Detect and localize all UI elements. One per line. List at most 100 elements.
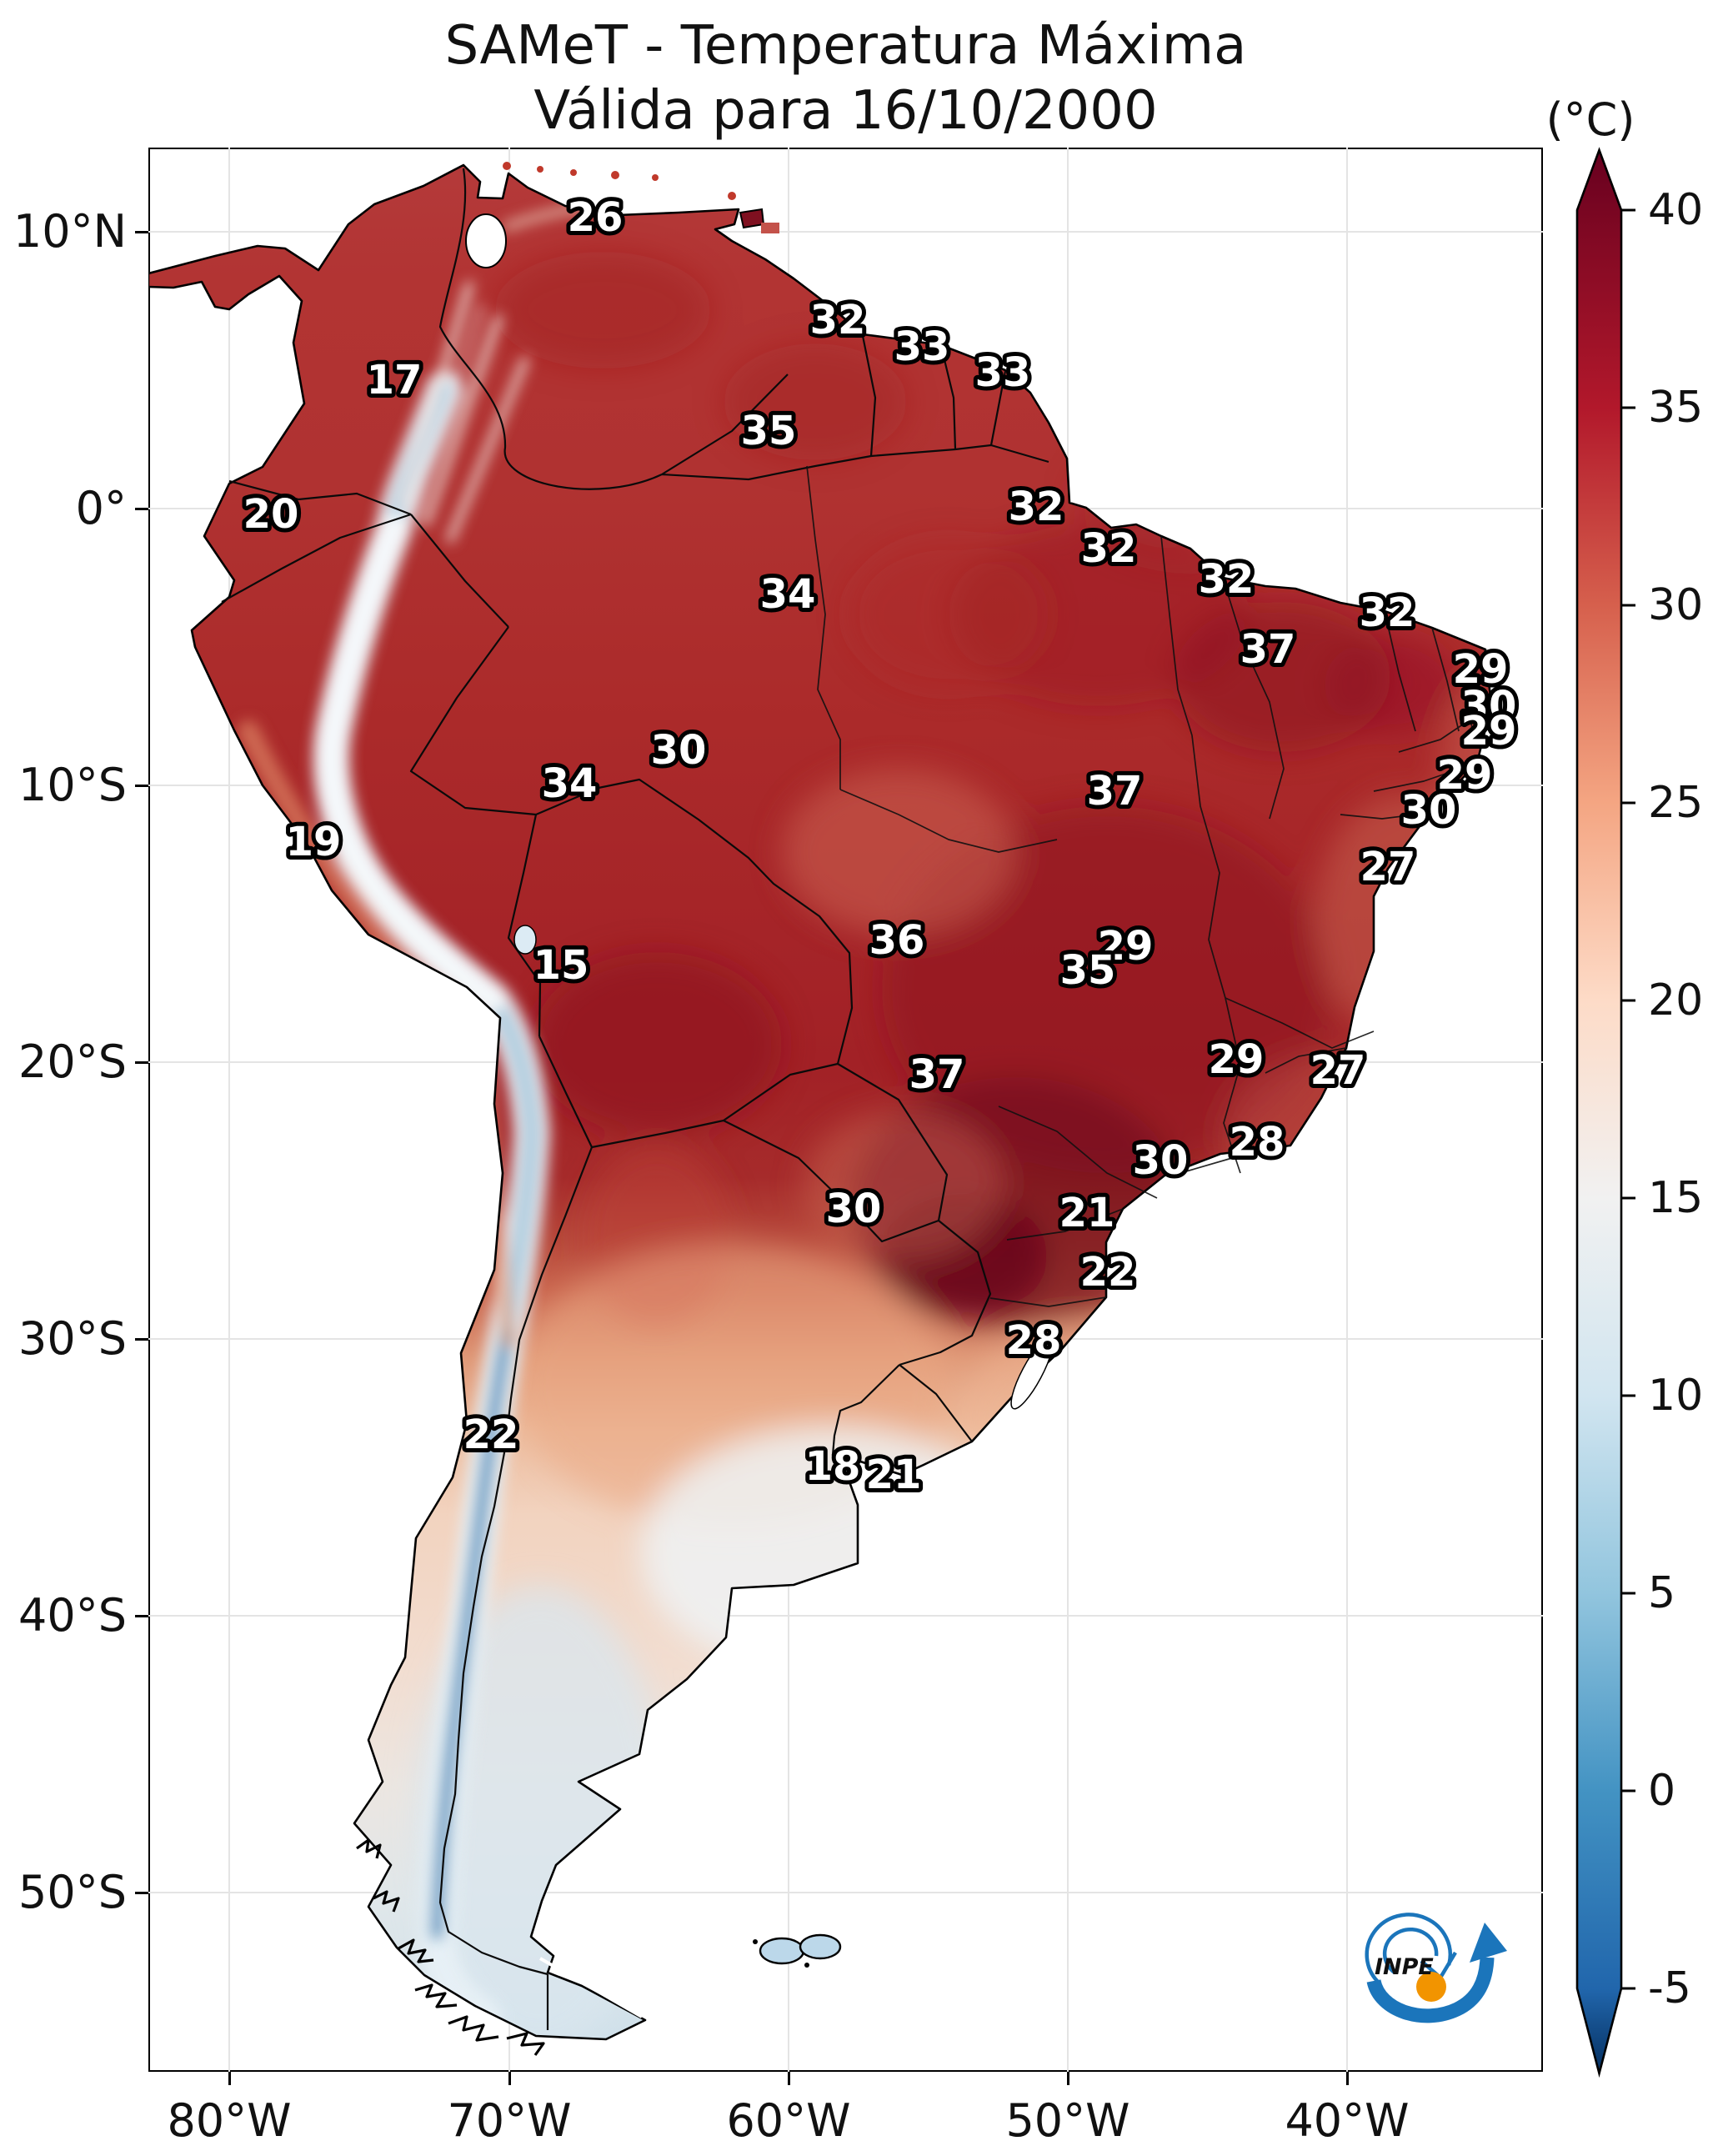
lon-tick-mark	[508, 2072, 511, 2085]
lat-tick-mark	[135, 1060, 148, 1064]
temp-value-label: 35	[741, 408, 797, 454]
colorbar-tick-label: 10	[1648, 1371, 1704, 1421]
colorbar-tick-label: -5	[1648, 1963, 1691, 2013]
lat-tick-label: 10°S	[18, 759, 127, 811]
temp-value-label: 37	[909, 1051, 965, 1098]
temp-value-label: 21	[1059, 1190, 1115, 1236]
lon-tick-mark	[1066, 2072, 1069, 2085]
temp-value-label: 17	[367, 357, 423, 404]
temp-value-label: 29	[1453, 646, 1509, 693]
temp-value-label: 30	[1401, 787, 1457, 834]
temp-value-label: 21	[866, 1452, 922, 1498]
colorbar-tick-label: 30	[1648, 580, 1704, 630]
temp-value-label: 32	[1360, 589, 1415, 636]
temp-value-label: 28	[1006, 1317, 1062, 1364]
colorbar-tick-label: 35	[1648, 383, 1704, 433]
temp-value-label: 30	[1133, 1137, 1189, 1184]
lat-tick-label: 30°S	[18, 1312, 127, 1365]
temp-value-label: 28	[1230, 1119, 1285, 1166]
trinidad-island	[739, 208, 765, 229]
lon-tick-mark	[228, 2072, 231, 2085]
temp-value-label: 36	[869, 917, 925, 964]
falkland-islands	[753, 1933, 842, 1968]
colorbar-gradient-bar	[1575, 147, 1623, 2078]
temp-value-label: 26	[568, 194, 624, 241]
temp-value-label: 20	[243, 491, 299, 538]
figure-title-line1: SAMeT - Temperatura Máxima	[444, 15, 1247, 77]
temp-value-label: 29	[1209, 1036, 1265, 1083]
water-and-islands	[288, 162, 1054, 2056]
temp-value-label: 35	[1060, 947, 1116, 994]
temp-value-label: 27	[1310, 1047, 1366, 1094]
temp-value-label: 30	[651, 727, 707, 774]
lake-titicaca	[513, 925, 537, 955]
temperature-colorbar	[1575, 147, 1635, 2078]
temp-value-label: 30	[1461, 683, 1517, 730]
lon-tick-mark	[787, 2072, 790, 2085]
temp-value-label: 32	[1009, 484, 1064, 530]
temp-value-label: 29	[1437, 752, 1493, 799]
lon-tick-label: 40°W	[1285, 2094, 1410, 2147]
temp-value-label: 32	[1081, 525, 1137, 572]
inpe-logo: INPE	[1365, 1913, 1507, 2023]
lat-tick-mark	[135, 1614, 148, 1617]
figure-title-line2: Válida para 16/10/2000	[533, 80, 1158, 143]
temp-value-label: 15	[533, 942, 589, 989]
temp-value-label: 33	[894, 323, 950, 370]
temp-value-label: 30	[826, 1186, 882, 1232]
lat-tick-label: 50°S	[18, 1866, 127, 1918]
temp-value-label: 27	[1360, 844, 1416, 890]
lat-tick-mark	[135, 1337, 148, 1341]
lon-tick-label: 80°W	[167, 2094, 292, 2147]
inpe-arrow-up-icon	[1470, 1923, 1507, 1963]
chilean-fjords-hatching	[356, 1838, 545, 2056]
tobago-patch	[761, 223, 779, 233]
inpe-swoosh	[1366, 1957, 1495, 2023]
temp-value-label: 19	[286, 819, 342, 865]
colorbar-tick-label: 15	[1648, 1173, 1704, 1223]
strait-of-magellan	[539, 1957, 643, 2018]
colorbar-tick-marks	[1621, 208, 1635, 1990]
temp-value-label: 37	[1087, 768, 1143, 815]
colorbar-unit-label: (°C)	[1545, 93, 1635, 146]
colorbar-tick-label: 20	[1648, 975, 1704, 1025]
lat-tick-mark	[135, 230, 148, 233]
temp-value-label: 22	[463, 1411, 519, 1458]
temp-value-label: 18	[805, 1443, 861, 1490]
colorbar-tick-label: 25	[1648, 778, 1704, 828]
lat-tick-label: 0°	[75, 482, 127, 534]
lon-tick-mark	[1345, 2072, 1349, 2085]
temp-value-label: 33	[975, 349, 1031, 396]
lon-tick-label: 50°W	[1005, 2094, 1130, 2147]
inpe-orbit-outer	[1365, 1913, 1452, 1985]
lon-tick-label: 60°W	[726, 2094, 851, 2147]
figure-title: SAMeT - Temperatura Máxima Válida para 1…	[148, 13, 1543, 143]
temp-value-label: 32	[1199, 556, 1255, 603]
temp-value-label: 29	[1461, 708, 1517, 755]
temp-value-label: 37	[1240, 626, 1296, 673]
caribbean-islands	[503, 162, 736, 200]
colorbar-tick-label: 5	[1648, 1568, 1676, 1618]
state-borders	[806, 465, 1492, 1307]
inpe-orbit-inner	[1382, 1927, 1439, 1974]
colorbar-tick-label: 40	[1648, 185, 1704, 235]
inpe-logo-text: INPE	[1375, 1954, 1434, 1980]
temperature-field-detail	[238, 200, 1491, 2039]
inpe-orange-dot	[1416, 1972, 1446, 2002]
lat-tick-mark	[135, 784, 148, 787]
temp-value-label: 29	[1098, 923, 1154, 970]
country-borders	[221, 168, 1049, 2030]
colorbar-tick-label: 0	[1648, 1766, 1676, 1816]
lat-tick-label: 10°N	[13, 205, 127, 258]
lat-tick-label: 40°S	[18, 1589, 127, 1642]
lagoa-dos-patos	[1010, 1336, 1054, 1410]
lon-tick-label: 70°W	[447, 2094, 572, 2147]
temp-value-label: 22	[1080, 1249, 1136, 1296]
lat-tick-mark	[135, 507, 148, 510]
lake-maracaibo	[465, 213, 507, 268]
temp-value-label: 32	[810, 297, 866, 343]
temp-value-label: 34	[542, 760, 598, 807]
